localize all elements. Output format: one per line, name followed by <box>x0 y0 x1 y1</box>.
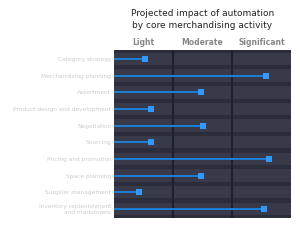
Bar <box>114 141 151 143</box>
Bar <box>114 86 291 99</box>
Bar <box>114 186 291 198</box>
Bar <box>114 202 291 215</box>
Bar <box>114 103 291 115</box>
Bar <box>114 58 145 60</box>
Bar <box>114 53 291 65</box>
Bar <box>114 153 291 165</box>
Bar <box>114 169 291 182</box>
Bar <box>114 69 291 82</box>
Bar <box>114 119 291 132</box>
Bar <box>114 175 201 177</box>
Bar <box>114 75 266 77</box>
Bar <box>114 91 201 93</box>
Bar <box>114 108 151 110</box>
Title: Projected impact of automation
by core merchandising activity: Projected impact of automation by core m… <box>131 9 274 30</box>
Bar <box>114 208 265 210</box>
Bar <box>114 158 268 160</box>
Bar <box>114 125 202 127</box>
Bar <box>114 191 139 193</box>
Bar <box>114 136 291 148</box>
